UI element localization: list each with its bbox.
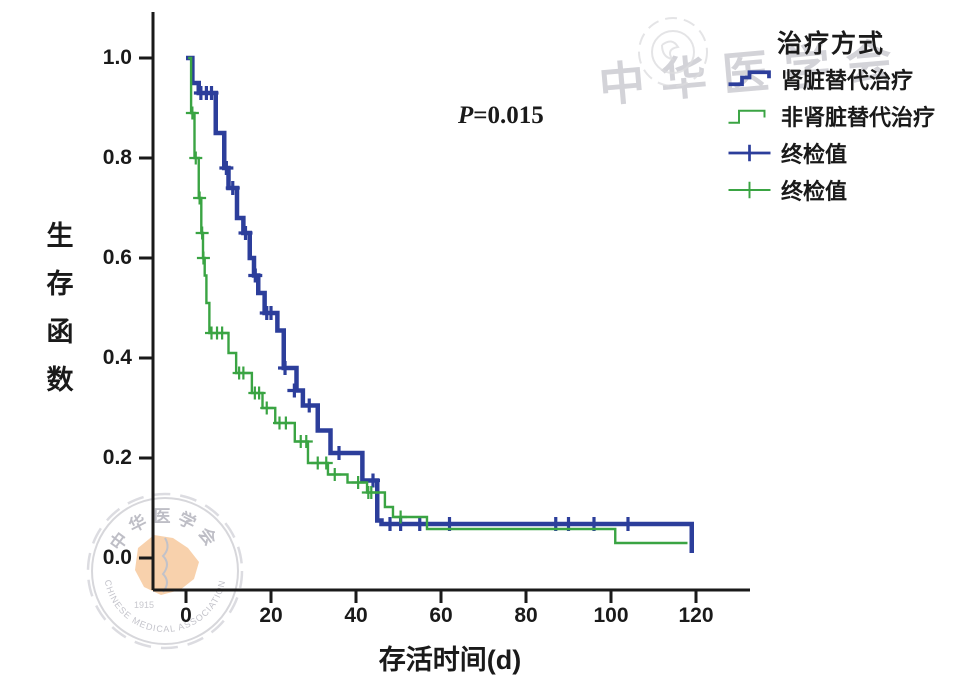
p-value-text: =0.015 [473, 102, 544, 129]
blue-censor-cross-icon [728, 144, 771, 162]
x-tick-label: 0 [180, 604, 192, 627]
x-tick-label: 80 [514, 604, 538, 627]
censor-marks-non-rrt [185, 106, 408, 524]
watermark-seal-top-right [638, 17, 708, 87]
legend-title: 治疗方式 [777, 30, 886, 58]
survival-curve-rrt [186, 55, 694, 553]
x-tick-label: 40 [344, 604, 368, 627]
legend-item-censor-rrt: 终检值 [727, 135, 957, 171]
legend-label-non-rrt: 非肾脏替代治疗 [781, 105, 936, 130]
x-tick-label: 100 [593, 604, 629, 627]
y-tick-label: 0.6 [102, 246, 132, 269]
p-value-annotation: P=0.015 [458, 102, 544, 130]
y-tick-label: 1.0 [102, 46, 132, 69]
seal-year-text: 1915 [134, 600, 154, 610]
seal-petal-border-icon [86, 492, 244, 650]
blue-step-line-icon [728, 70, 771, 87]
legend: 治疗方式 肾脏替代治疗 非肾脏替代治疗 终检值 终检值 [727, 24, 957, 208]
y-tick-label: 0.0 [102, 546, 132, 569]
y-tick-label: 0.8 [102, 146, 132, 169]
y-axis-title: 生存函数 [40, 212, 80, 404]
p-symbol: P [458, 102, 474, 129]
legend-label-censor-rrt: 终检值 [781, 142, 848, 167]
green-step-line-icon [728, 109, 766, 124]
x-tick-label: 120 [678, 604, 714, 627]
y-axis-title-char: 数 [46, 365, 74, 395]
green-censor-cross-icon [728, 181, 771, 199]
y-axis-title-char: 生 [46, 221, 74, 251]
y-tick-label: 0.4 [102, 346, 132, 369]
x-tick-label: 20 [259, 604, 283, 627]
seal-caduceus-icon [161, 537, 169, 593]
y-axis-title-char: 存 [46, 269, 74, 299]
y-tick-label: 0.2 [102, 446, 132, 469]
x-axis-title: 存活时间(d) [378, 645, 522, 675]
legend-item-non-rrt: 非肾脏替代治疗 [727, 98, 957, 134]
x-tick-label: 60 [429, 604, 453, 627]
legend-label-censor-non-rrt: 终检值 [781, 179, 848, 204]
legend-label-rrt: 肾脏替代治疗 [781, 68, 914, 93]
y-axis-title-char: 函 [46, 317, 74, 347]
censor-marks-rrt [193, 86, 635, 531]
legend-item-censor-non-rrt: 终检值 [727, 172, 957, 208]
legend-item-rrt: 肾脏替代治疗 [727, 61, 957, 97]
